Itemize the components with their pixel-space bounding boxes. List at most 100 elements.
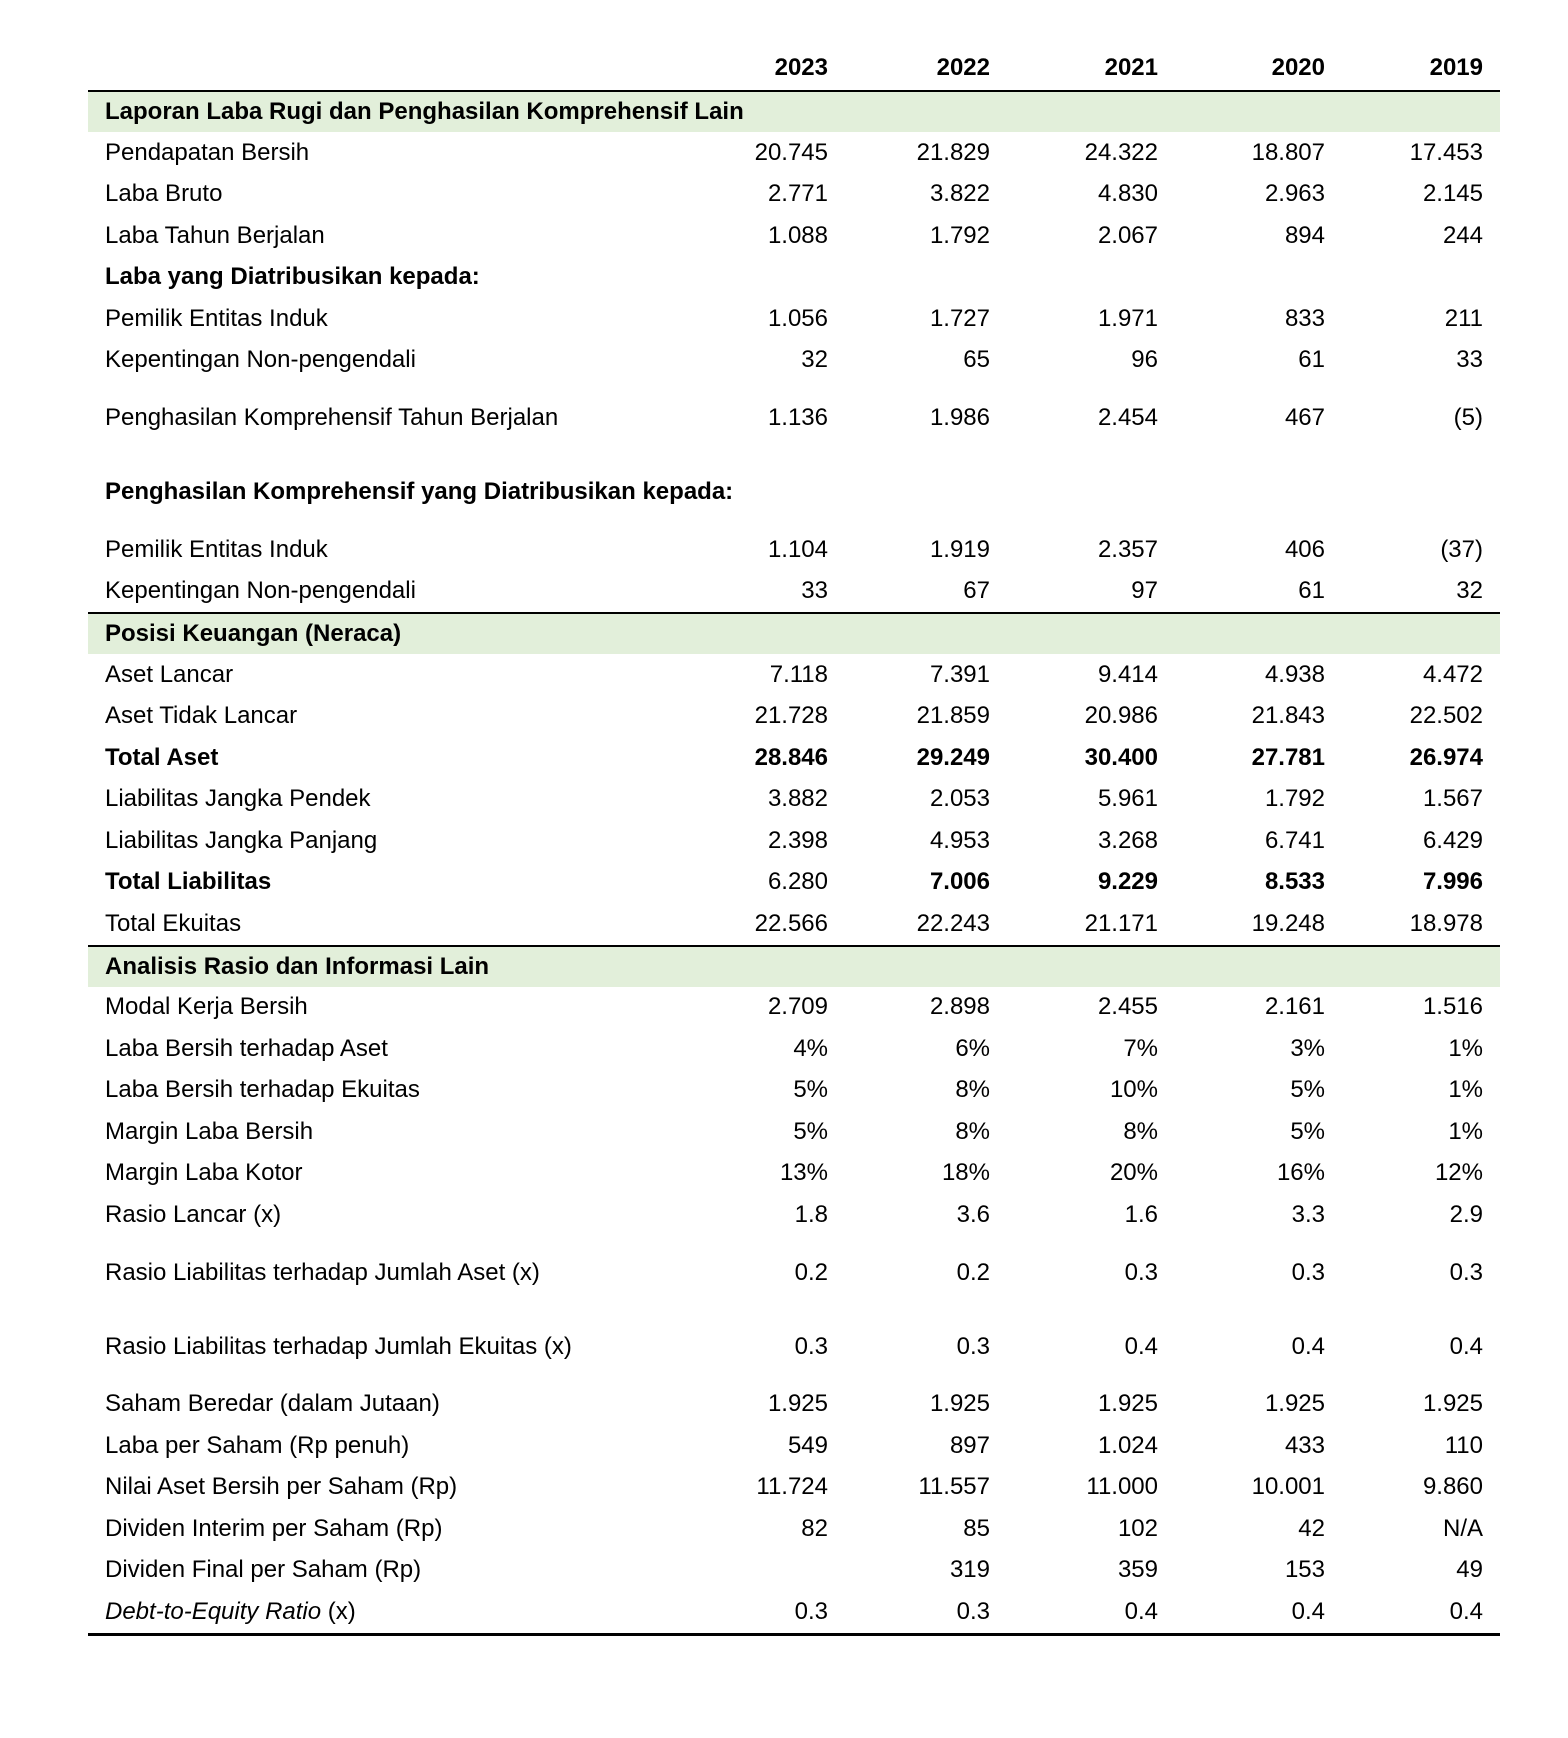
value-cell-2022: 1.925 (929, 1390, 990, 1418)
value-cell-2019: 2.145 (1422, 180, 1483, 208)
value-cell-2019 (1325, 455, 1500, 529)
value-cell-2021: 2.455 (1097, 993, 1158, 1021)
row-label: Laba Bersih terhadap Aset (105, 1034, 388, 1062)
row-label: Pendapatan Bersih (105, 138, 310, 166)
year-header: 2019 (1325, 46, 1500, 92)
value-cell-2021: 3.268 (1097, 826, 1158, 854)
value-cell-2020: 5% (1290, 1117, 1325, 1145)
header-row: 2023 2022 2021 2020 2019 (88, 46, 1500, 92)
table-row: Nilai Aset Bersih per Saham (Rp) 11.724 11… (88, 1467, 1500, 1509)
table-row: Saham Beredar (dalam Jutaan) 1.925 1.925 1.… (88, 1384, 1500, 1426)
table-row: Kepentingan Non-pengendali 33 67 97 61 32 (88, 571, 1500, 614)
value-cell-2021: 11.000 (1086, 1473, 1158, 1501)
row-label: Rasio Liabilitas terhadap Jumlah Ekuitas… (105, 1332, 572, 1360)
value-cell-2023: 1.925 (767, 1390, 828, 1418)
value-cell-2022: 22.243 (916, 909, 990, 937)
table-row: Dividen Interim per Saham (Rp) 82 85 102 42 N… (88, 1508, 1500, 1550)
row-label: Penghasilan Komprehensif Tahun Berjalan (105, 404, 559, 431)
value-cell-2020: 406 (1284, 535, 1325, 563)
row-label: Penghasilan Komprehensif yang Diatribusi… (105, 478, 734, 505)
value-cell-2021: 0.3 (1124, 1258, 1158, 1286)
value-cell-2019: 211 (1444, 304, 1483, 332)
value-cell-2023: 21.728 (754, 702, 828, 730)
value-cell-2022: 6% (955, 1034, 990, 1062)
table-row: Penghasilan Komprehensif yang Diatribusi… (88, 455, 1500, 529)
value-cell-2022: 21.859 (916, 702, 990, 730)
value-cell-2019: 1% (1448, 1117, 1483, 1145)
row-label: Total Liabilitas (105, 868, 272, 896)
value-cell-2020: 833 (1284, 304, 1325, 332)
value-cell-2022: 67 (963, 577, 990, 605)
value-cell-2023: 2.709 (767, 993, 828, 1021)
value-cell-2021: 30.400 (1084, 743, 1158, 771)
table-row: Total Aset 28.846 29.249 30.400 27.781 26.974 (88, 737, 1500, 779)
value-cell-2022: 4.953 (929, 826, 990, 854)
table-row: Total Ekuitas 22.566 22.243 21.171 19.248 18.… (88, 903, 1500, 946)
row-label: Aset Lancar (105, 660, 234, 688)
value-cell-2020: 1.925 (1264, 1390, 1325, 1418)
value-cell-2020: 2.161 (1264, 993, 1325, 1021)
value-cell-2020: 18.807 (1251, 138, 1325, 166)
row-label: Laba yang Diatribusikan kepada: (105, 263, 480, 291)
value-cell-2022: 2.053 (929, 785, 990, 813)
section-title: Analisis Rasio dan Informasi Lain (88, 944, 1500, 987)
value-cell-2022: 0.2 (956, 1258, 990, 1286)
value-cell-2023 (600, 257, 828, 299)
value-cell-2022: 2.898 (929, 993, 990, 1021)
row-label: Laba Tahun Berjalan (105, 221, 325, 249)
value-cell-2020: 3% (1290, 1034, 1325, 1062)
value-cell-2023: 1.088 (767, 221, 828, 249)
value-cell-2021 (990, 257, 1158, 299)
value-cell-2022: 8% (955, 1076, 990, 1104)
table-row: Penghasilan Komprehensif Tahun Berjalan 1… (88, 381, 1500, 455)
row-label: Laba per Saham (Rp penuh) (105, 1431, 410, 1459)
value-cell-2021: 2.454 (1097, 404, 1158, 431)
value-cell-2023: 0.3 (600, 1591, 828, 1636)
value-cell-2022: 11.557 (918, 1473, 990, 1501)
value-cell-2020: 16% (1276, 1159, 1325, 1187)
row-label: Total Aset (105, 743, 219, 771)
table-row: Pemilik Entitas Induk 1.056 1.727 1.971 833 2… (88, 298, 1500, 340)
value-cell-2020 (1158, 257, 1325, 299)
value-cell-2022: 3.6 (956, 1200, 990, 1228)
value-cell-2023: 13% (779, 1159, 828, 1187)
value-cell-2020: 6.741 (1264, 826, 1325, 854)
year-header: 2021 (990, 46, 1158, 92)
section-header-row: Posisi Keuangan (Neraca) (88, 612, 1500, 654)
value-cell-2023: 1.056 (767, 304, 828, 332)
value-cell-2019: 1% (1448, 1076, 1483, 1104)
value-cell-2021: 0.4 (1124, 1332, 1158, 1360)
value-cell-2022: 85 (963, 1514, 990, 1542)
row-label: Kepentingan Non-pengendali (105, 577, 416, 605)
value-cell-2023: 1.136 (767, 404, 828, 431)
year-header: 2022 (828, 46, 990, 92)
row-label: Laba Bersih terhadap Ekuitas (105, 1076, 420, 1104)
value-cell-2023: 11.724 (756, 1473, 828, 1501)
value-cell-2021: 8% (1123, 1117, 1158, 1145)
value-cell-2020: 433 (1284, 1431, 1325, 1459)
year-header: 2020 (1158, 46, 1325, 92)
value-cell-2019: 49 (1456, 1556, 1483, 1584)
value-cell-2020: 2.963 (1264, 180, 1325, 208)
table-row: Pendapatan Bersih 20.745 21.829 24.322 18.80… (88, 132, 1500, 174)
value-cell-2019: 9.860 (1422, 1473, 1483, 1501)
value-cell-2021: 2.067 (1097, 221, 1158, 249)
value-cell-2023: 33 (801, 577, 828, 605)
value-cell-2020: 467 (1284, 404, 1325, 431)
value-cell-2023: 28.846 (754, 743, 828, 771)
value-cell-2019: 1.516 (1422, 993, 1483, 1021)
value-cell-2022: 897 (949, 1431, 990, 1459)
row-label: Rasio Liabilitas terhadap Jumlah Aset (x… (105, 1258, 540, 1286)
value-cell-2023: 6.280 (767, 868, 828, 896)
row-label: Saham Beredar (dalam Jutaan) (105, 1390, 440, 1418)
value-cell-2020: 27.781 (1251, 743, 1325, 771)
row-label: Rasio Lancar (x) (105, 1200, 282, 1228)
value-cell-2020: 42 (1298, 1514, 1325, 1542)
value-cell-2019: 1% (1448, 1034, 1483, 1062)
value-cell-2023: 3.882 (767, 785, 828, 813)
value-cell-2019: 17.453 (1409, 138, 1483, 166)
value-cell-2019: 22.502 (1409, 702, 1483, 730)
value-cell-2021: 9.229 (1097, 868, 1158, 896)
value-cell-2022: 29.249 (916, 743, 990, 771)
value-cell-2019: (37) (1440, 535, 1483, 563)
